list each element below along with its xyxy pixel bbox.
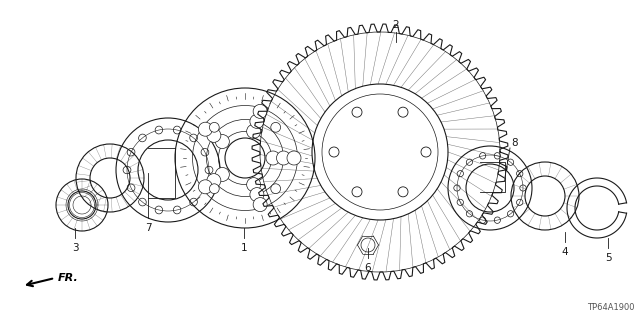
Circle shape	[352, 107, 362, 117]
Circle shape	[246, 124, 260, 138]
Circle shape	[352, 187, 362, 197]
Text: 2: 2	[393, 20, 399, 30]
Circle shape	[215, 135, 229, 149]
Text: FR.: FR.	[58, 273, 79, 283]
Circle shape	[398, 187, 408, 197]
Circle shape	[250, 188, 264, 202]
Text: TP64A1900: TP64A1900	[588, 303, 635, 313]
Text: 3: 3	[72, 243, 78, 253]
Circle shape	[209, 122, 220, 132]
Circle shape	[253, 104, 267, 118]
Circle shape	[266, 151, 280, 165]
Circle shape	[271, 122, 280, 132]
Circle shape	[207, 174, 221, 188]
Text: 6: 6	[365, 263, 371, 273]
Circle shape	[215, 167, 229, 182]
Circle shape	[271, 184, 280, 194]
Text: 4: 4	[562, 247, 568, 257]
Text: 7: 7	[145, 223, 151, 233]
Circle shape	[398, 107, 408, 117]
Circle shape	[421, 147, 431, 157]
Text: 8: 8	[512, 138, 518, 148]
Circle shape	[198, 122, 212, 136]
Circle shape	[207, 128, 221, 142]
Circle shape	[209, 184, 220, 194]
Circle shape	[253, 197, 267, 211]
Circle shape	[276, 151, 291, 165]
Circle shape	[329, 147, 339, 157]
Text: 5: 5	[605, 253, 611, 263]
Circle shape	[246, 178, 260, 192]
Circle shape	[198, 180, 212, 194]
Text: 1: 1	[241, 243, 247, 253]
Circle shape	[287, 151, 301, 165]
Circle shape	[250, 115, 264, 128]
